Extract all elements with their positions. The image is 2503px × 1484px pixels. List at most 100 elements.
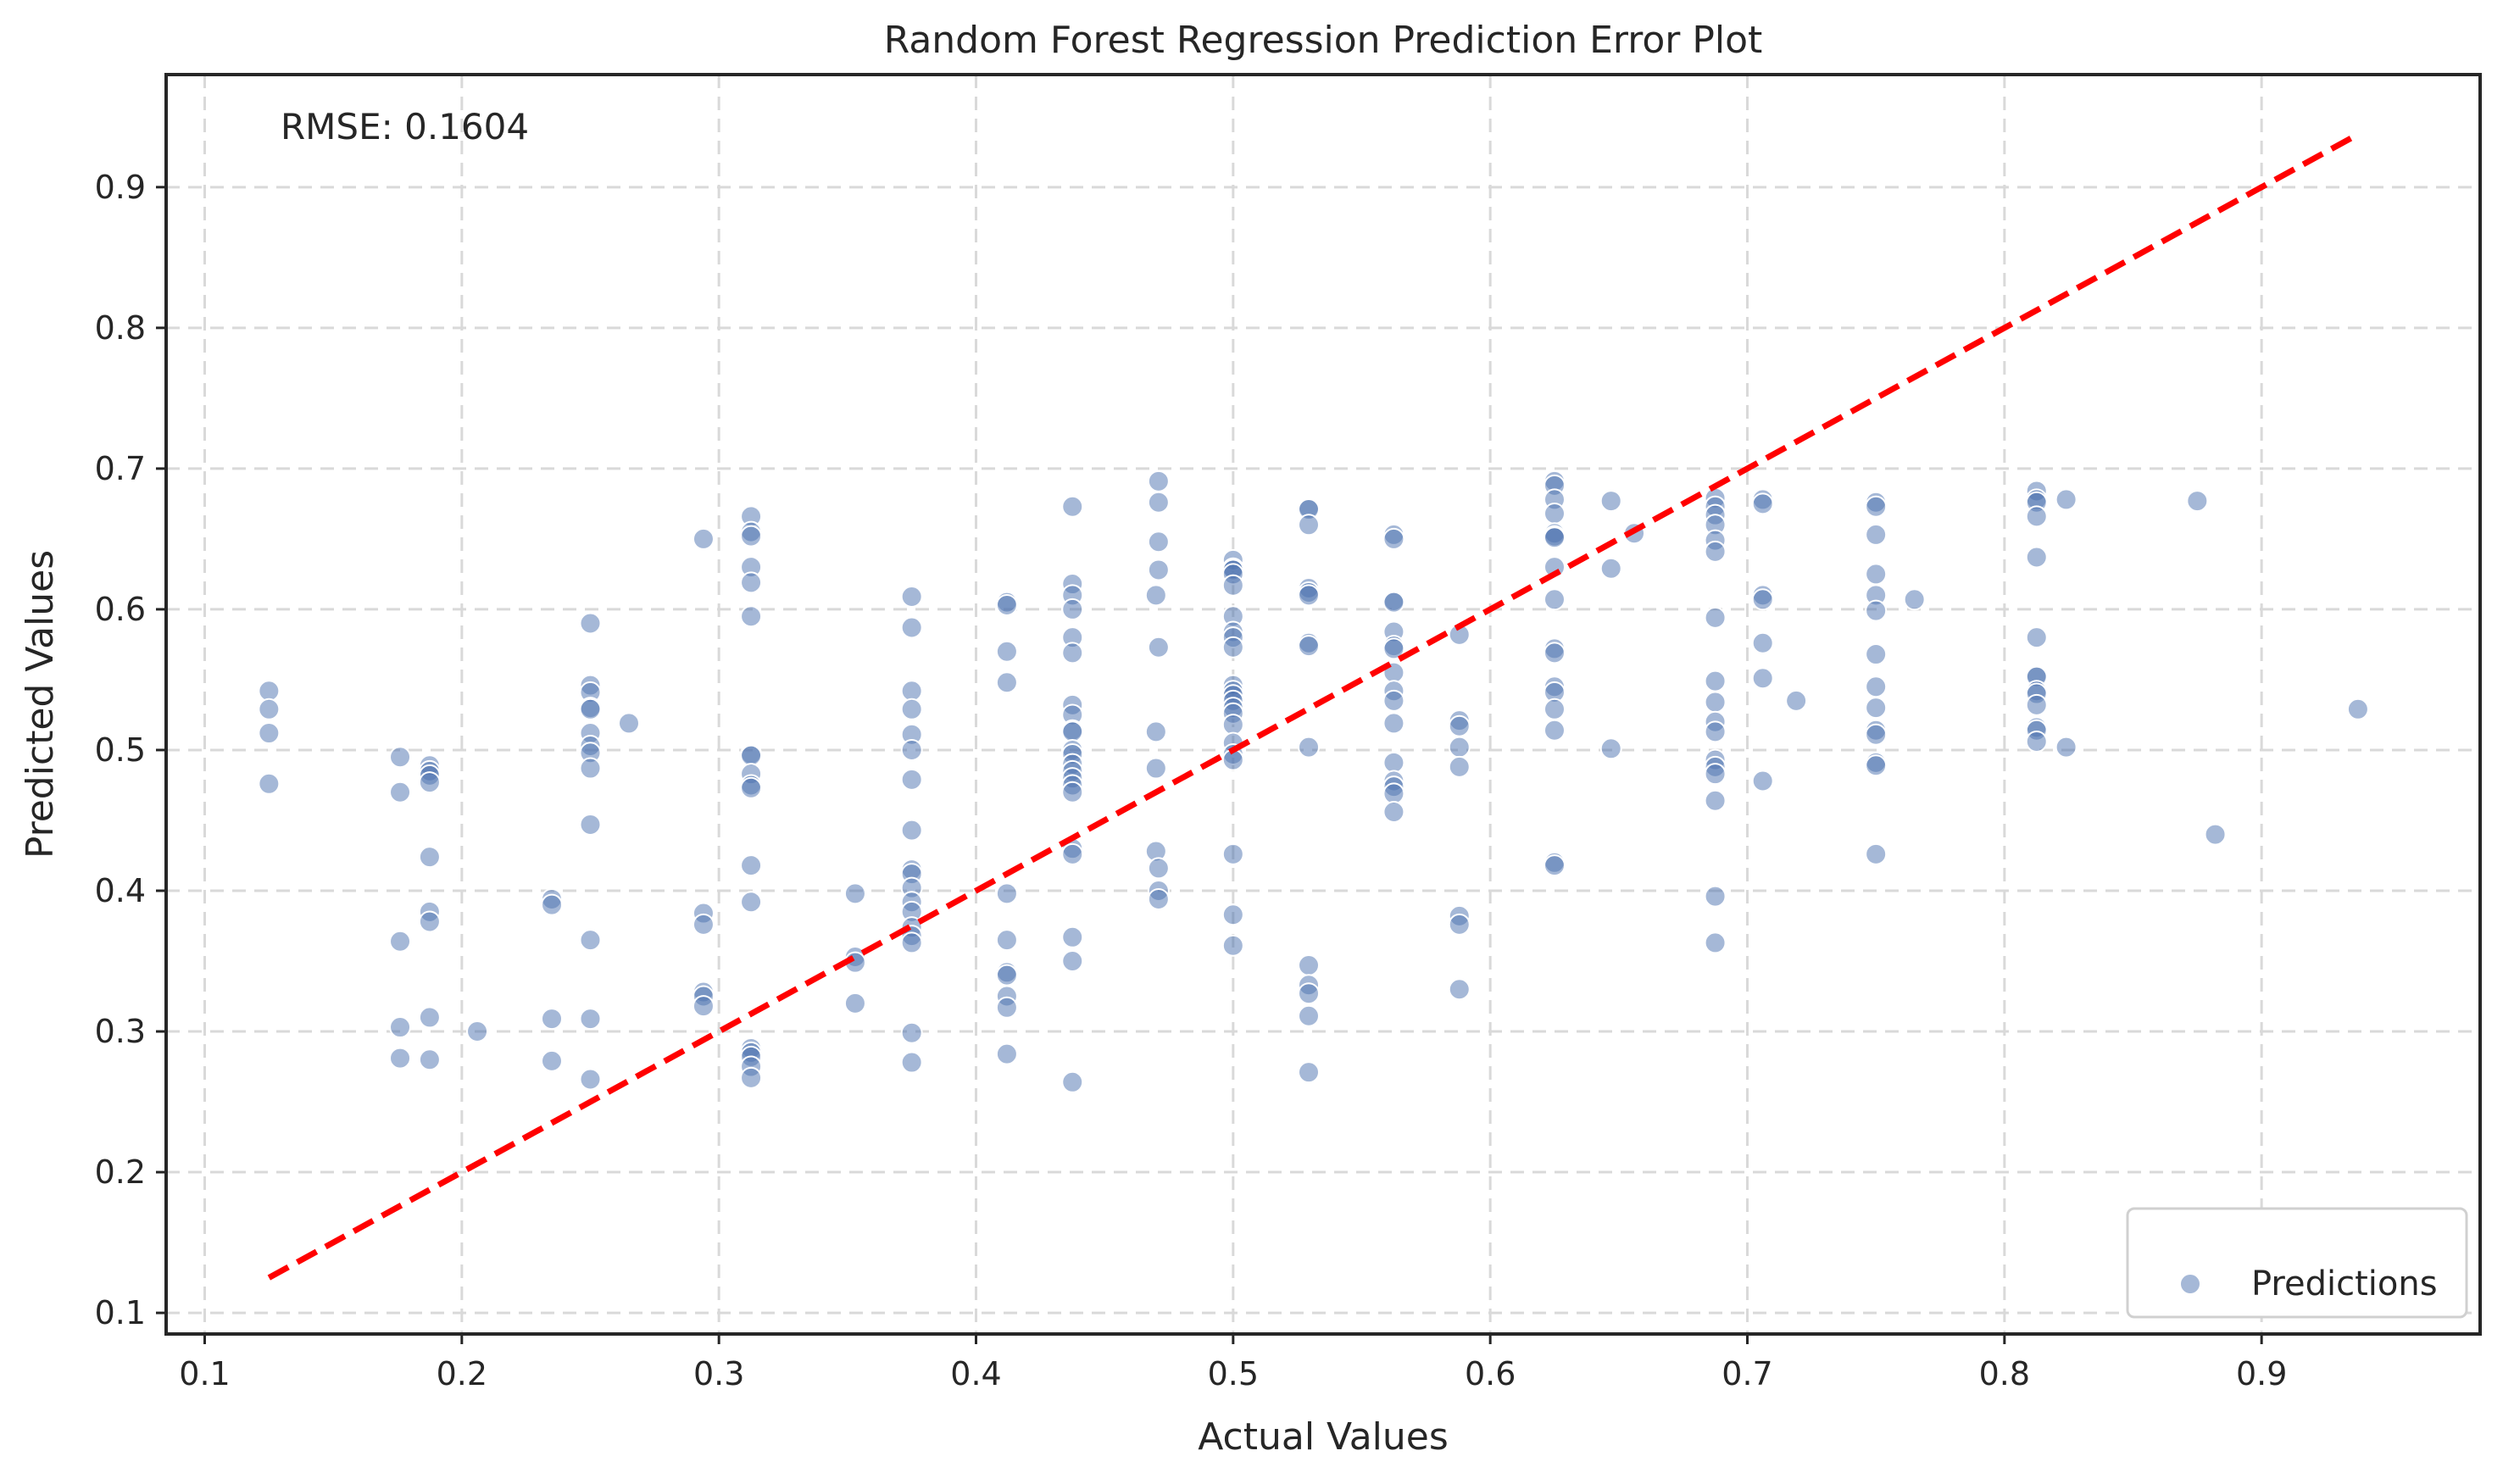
data-point: [843, 882, 866, 905]
data-point: [740, 605, 763, 628]
data-point: [1599, 490, 1622, 513]
data-point: [1865, 523, 1888, 546]
data-point: [1221, 903, 1244, 926]
data-point: [1221, 636, 1244, 659]
data-point: [579, 929, 602, 952]
data-point: [740, 1066, 763, 1089]
data-point: [258, 680, 281, 703]
data-point: [1298, 1004, 1321, 1027]
data-point: [900, 616, 923, 639]
data-point: [692, 995, 715, 1018]
data-point: [1704, 885, 1727, 908]
data-point: [1147, 559, 1170, 581]
y-tick-label: 0.3: [95, 1013, 146, 1050]
data-point: [1865, 643, 1888, 666]
y-tick-label: 0.9: [95, 169, 146, 206]
data-point: [1751, 492, 1774, 515]
data-point: [2025, 730, 2048, 753]
data-point: [900, 680, 923, 703]
data-point: [1382, 712, 1405, 735]
data-point: [579, 813, 602, 836]
data-point: [541, 893, 563, 916]
data-point: [740, 854, 763, 877]
data-point: [740, 776, 763, 799]
rmse-annotation: RMSE: 0.1604: [281, 106, 529, 147]
data-point: [995, 882, 1018, 905]
data-point: [1704, 540, 1727, 563]
chart-title: Random Forest Regression Prediction Erro…: [884, 19, 1763, 62]
data-point: [1704, 670, 1727, 692]
data-point: [1147, 491, 1170, 514]
data-point: [389, 1016, 412, 1039]
data-point: [258, 722, 281, 745]
data-point: [1061, 720, 1084, 743]
data-point: [995, 1042, 1018, 1065]
data-point: [418, 910, 441, 933]
data-point: [1298, 982, 1321, 1005]
data-point: [1061, 495, 1084, 518]
x-tick-label: 0.5: [1208, 1355, 1259, 1392]
data-point: [1865, 723, 1888, 746]
data-point: [1751, 631, 1774, 654]
data-point: [1865, 697, 1888, 720]
y-tick-label: 0.4: [95, 872, 146, 909]
data-point: [2025, 505, 2048, 528]
data-point: [1544, 854, 1566, 877]
data-point: [2025, 626, 2048, 649]
data-point: [1147, 857, 1170, 880]
data-point: [995, 671, 1018, 694]
y-tick-label: 0.6: [95, 591, 146, 628]
data-point: [258, 698, 281, 720]
legend-box: [2126, 1207, 2468, 1319]
data-point: [1147, 636, 1170, 659]
x-axis-ticks: 0.1 0.2 0.3 0.4 0.5 0.6 0.7 0.8 0.9: [179, 1334, 2287, 1392]
y-tick-label: 0.1: [95, 1294, 146, 1331]
perfect-prediction-line: [267, 131, 2360, 1281]
x-tick-label: 0.4: [950, 1355, 1001, 1392]
data-point: [1704, 691, 1727, 714]
x-tick-label: 0.7: [1722, 1355, 1772, 1392]
data-point: [1298, 736, 1321, 759]
data-point: [995, 964, 1018, 987]
data-point: [1448, 978, 1471, 1001]
data-point: [1865, 754, 1888, 777]
data-point: [1061, 781, 1084, 803]
data-point: [1298, 584, 1321, 607]
data-point: [1061, 950, 1084, 973]
data-point: [740, 571, 763, 594]
data-point: [1298, 514, 1321, 536]
data-point: [1147, 531, 1170, 553]
data-point: [1061, 642, 1084, 664]
data-point: [1298, 953, 1321, 976]
data-point: [1704, 931, 1727, 954]
data-point: [1865, 599, 1888, 622]
data-point: [579, 612, 602, 635]
data-point: [1382, 782, 1405, 805]
data-point: [843, 992, 866, 1014]
data-point: [1061, 597, 1084, 620]
y-tick-label: 0.2: [95, 1153, 146, 1191]
data-point: [1903, 588, 1926, 611]
data-point: [1704, 720, 1727, 743]
data-point: [1448, 736, 1471, 759]
data-point: [900, 931, 923, 954]
data-point: [740, 891, 763, 914]
data-point: [995, 640, 1018, 663]
data-point: [1221, 574, 1244, 597]
data-point: [900, 1051, 923, 1074]
data-point: [466, 1020, 489, 1043]
data-point: [1061, 842, 1084, 865]
data-point: [579, 1008, 602, 1031]
data-point: [2055, 736, 2077, 759]
data-point: [900, 1021, 923, 1044]
x-axis-label: Actual Values: [1198, 1415, 1449, 1459]
data-point: [418, 1048, 441, 1071]
data-point: [1599, 737, 1622, 760]
data-point: [2055, 488, 2077, 511]
data-point: [1382, 591, 1405, 614]
x-tick-label: 0.6: [1465, 1355, 1516, 1392]
data-point: [1599, 557, 1622, 580]
data-point: [2346, 698, 2369, 720]
data-point: [995, 996, 1018, 1019]
